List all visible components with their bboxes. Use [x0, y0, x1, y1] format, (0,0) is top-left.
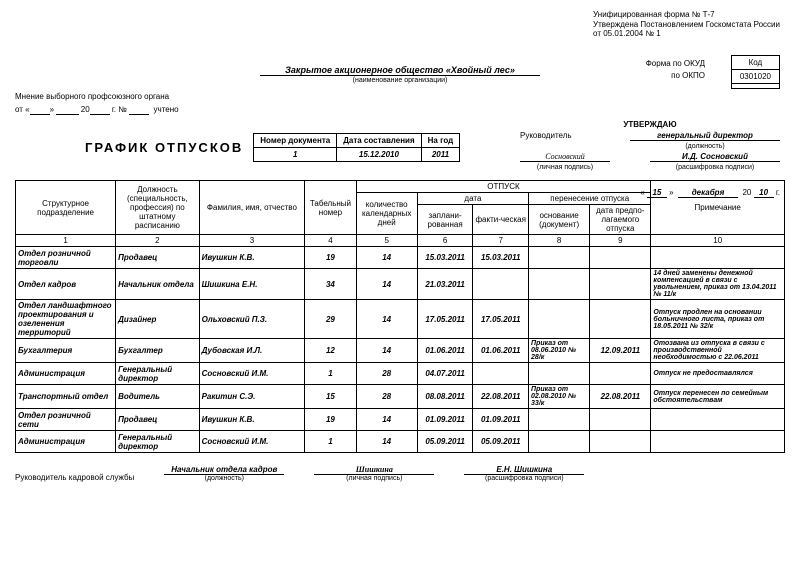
code-labels: Форма по ОКУД по ОКПО — [646, 58, 705, 82]
table-row: Отдел розничной сетиПродавецИвушкин К.В.… — [16, 409, 785, 431]
code-box: Код 0301020 — [731, 55, 780, 89]
table-row: БухгалтерияБухгалтерДубовская И.Л.121401… — [16, 339, 785, 363]
footer-sign: Руководитель кадровой службы Начальник о… — [15, 465, 785, 482]
approve-date: « 15 » декабря 20 10 г. — [640, 188, 780, 198]
table-row: Отдел ландшафтного проектирования и озел… — [16, 300, 785, 339]
main-table: Структурное подразделение Должность (спе… — [15, 180, 785, 453]
table-row: АдминистрацияГенеральный директорСосновс… — [16, 363, 785, 385]
doc-title: ГРАФИК ОТПУСКОВ — [85, 140, 243, 155]
table-row: АдминистрацияГенеральный директорСосновс… — [16, 431, 785, 453]
form-info: Унифицированная форма № Т-7 Утверждена П… — [593, 10, 780, 39]
table-row: Отдел розничной торговлиПродавецИвушкин … — [16, 247, 785, 269]
approve-block: УТВЕРЖДАЮ Руководитель генеральный дирек… — [520, 120, 780, 171]
table-row: Транспортный отделВодительРакитин С.Э.15… — [16, 385, 785, 409]
doc-info-table: Номер документаДата составленияНа год 11… — [253, 133, 460, 162]
table-row: Отдел кадровНачальник отделаШишкина Е.Н.… — [16, 269, 785, 300]
union-block: Мнение выборного профсоюзного органа от … — [15, 92, 785, 115]
